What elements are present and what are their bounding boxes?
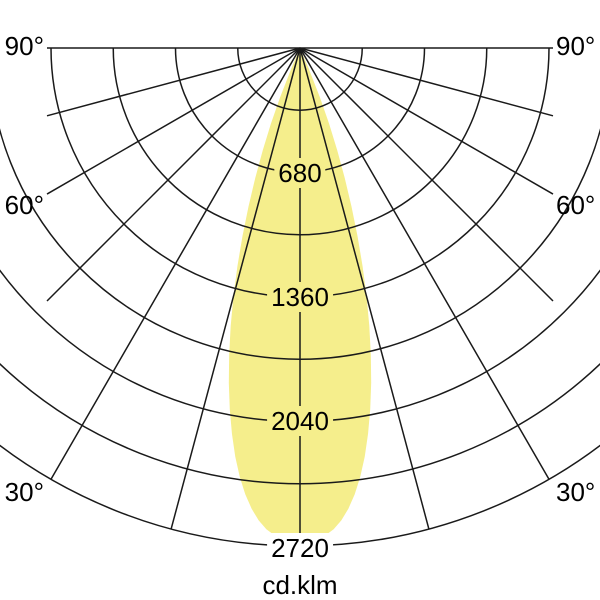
angle-label-right-30: 30°: [556, 477, 596, 507]
angle-grid-ray: [46, 47, 301, 302]
angle-label-left-30: 30°: [4, 477, 44, 507]
angle-grid-ray: [170, 47, 301, 530]
angle-grid-ray: [46, 47, 301, 195]
angle-label-left-90: 90°: [4, 31, 44, 61]
angle-grid-ray: [299, 47, 554, 195]
angle-grid-ray: [299, 47, 554, 117]
angle-label-left-60: 60°: [4, 190, 44, 220]
angle-grid-ray: [46, 47, 301, 117]
unit-label: cd.klm: [262, 570, 338, 600]
radial-tick-label-2040: 2040: [267, 406, 333, 436]
radial-tick-label-680: 680: [274, 158, 326, 188]
angle-grid-ray: [299, 47, 550, 480]
angle-label-right-90: 90°: [556, 31, 596, 61]
angle-grid-ray: [299, 47, 430, 530]
angle-grid-ray: [50, 47, 301, 480]
radial-tick-label-1360: 1360: [267, 282, 333, 312]
angle-grid-ray: [299, 47, 554, 302]
angle-label-right-60: 60°: [556, 190, 596, 220]
radial-tick-label-2720: 2720: [267, 533, 333, 563]
